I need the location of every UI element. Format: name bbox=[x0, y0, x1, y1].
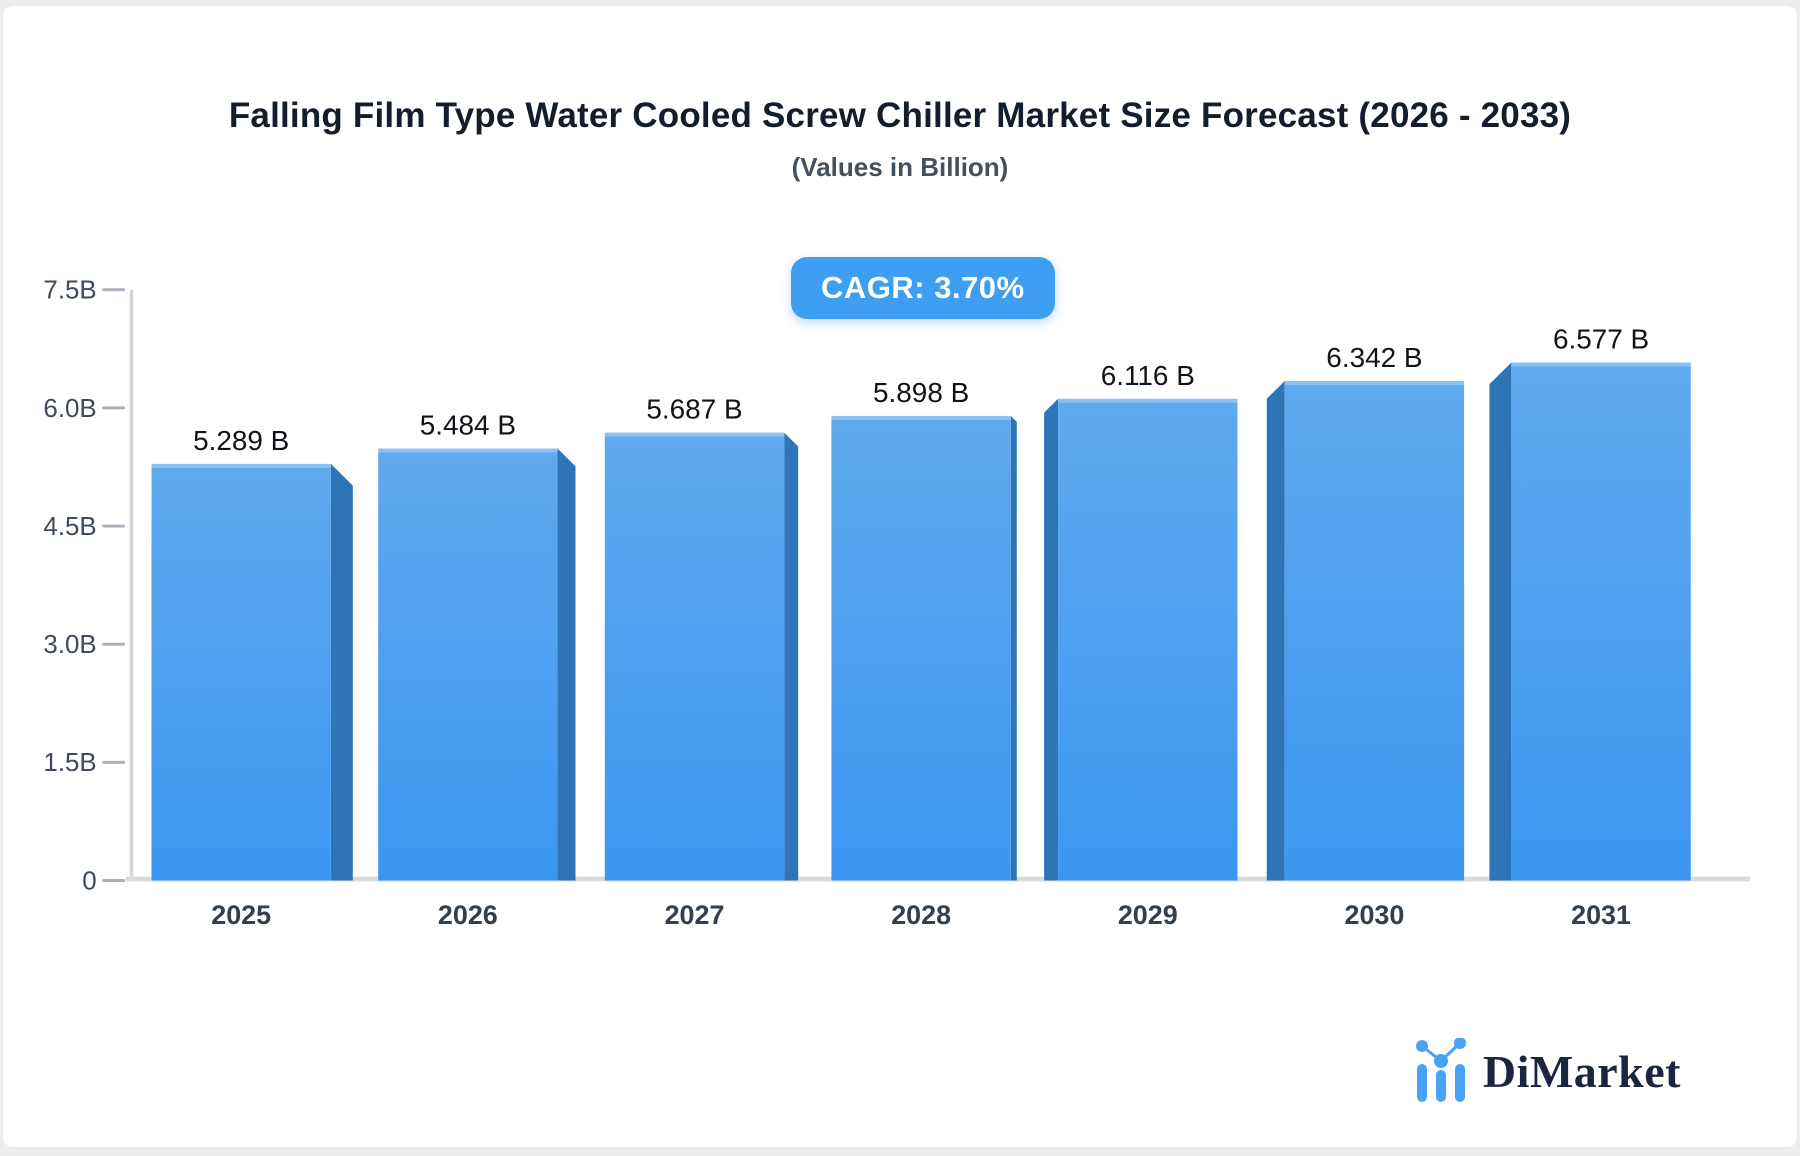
bar-2025 bbox=[151, 463, 331, 881]
bar-side-3d bbox=[330, 463, 353, 881]
x-axis-label-2029: 2029 bbox=[1118, 900, 1178, 930]
bar-2029 bbox=[1058, 398, 1238, 881]
page-subtitle: (Values in Billion) bbox=[791, 152, 1009, 182]
x-axis-label-2026: 2026 bbox=[438, 900, 498, 930]
y-tick-label: 4.5B bbox=[43, 513, 96, 541]
bar-2026 bbox=[378, 448, 558, 881]
bar-top-highlight bbox=[151, 463, 331, 468]
x-axis-label-2027: 2027 bbox=[665, 900, 725, 930]
bar-value-label: 5.687 B bbox=[646, 394, 742, 425]
y-tick-label: 0 bbox=[82, 867, 96, 895]
bar-value-label: 5.289 B bbox=[193, 425, 289, 456]
market-bar-chart: 0 1.5B 3.0B 4.5B 6.0B 7.5B 5.289 B 2025 5.484 B 2… bbox=[43, 277, 1751, 930]
bar-2027 bbox=[604, 432, 785, 881]
chart-card: Falling Film Type Water Cooled Screw Chi… bbox=[3, 6, 1797, 1147]
y-tick-label: 1.5B bbox=[43, 749, 96, 777]
bar-top-highlight bbox=[378, 448, 558, 453]
bar-2031 bbox=[1511, 362, 1691, 881]
bar-top-highlight bbox=[1511, 362, 1691, 367]
bar-value-label: 6.342 B bbox=[1326, 342, 1422, 373]
bar-top-highlight bbox=[604, 432, 785, 437]
bar-top-highlight bbox=[1284, 380, 1465, 385]
bar-side-3d bbox=[784, 432, 799, 881]
bar-top-highlight bbox=[831, 415, 1011, 420]
bar-side-3d bbox=[557, 448, 576, 881]
brand-logo: DiMarket bbox=[1415, 1038, 1681, 1104]
x-axis-label-2030: 2030 bbox=[1344, 900, 1404, 930]
bar-value-label: 6.116 B bbox=[1101, 360, 1195, 391]
x-axis-label-2025: 2025 bbox=[211, 900, 271, 930]
brand-logo-text: DiMarket bbox=[1482, 1045, 1681, 1097]
bar-side-3d bbox=[1010, 415, 1017, 881]
bar-2030 bbox=[1284, 380, 1465, 881]
page-title: Falling Film Type Water Cooled Screw Chi… bbox=[228, 96, 1572, 135]
bar-value-label: 5.898 B bbox=[873, 377, 969, 408]
x-axis-label-2031: 2031 bbox=[1571, 900, 1631, 930]
y-tick-label: 6.0B bbox=[43, 395, 96, 423]
bar-side-3d bbox=[1266, 380, 1285, 881]
bar-side-3d bbox=[1044, 398, 1059, 881]
y-tick-label: 7.5B bbox=[43, 277, 96, 305]
bar-top-highlight bbox=[1058, 398, 1238, 403]
bar-2028 bbox=[831, 415, 1011, 881]
y-tick-label: 3.0B bbox=[43, 631, 96, 659]
combo-chart-icon bbox=[1415, 1038, 1466, 1102]
bar-side-3d bbox=[1489, 362, 1512, 881]
bar-value-label: 6.577 B bbox=[1553, 324, 1649, 355]
cagr-badge-label: CAGR: 3.70% bbox=[821, 270, 1025, 305]
x-axis-label-2028: 2028 bbox=[891, 900, 951, 930]
cagr-badge: CAGR: 3.70% bbox=[791, 257, 1055, 319]
bar-value-label: 5.484 B bbox=[420, 410, 516, 441]
